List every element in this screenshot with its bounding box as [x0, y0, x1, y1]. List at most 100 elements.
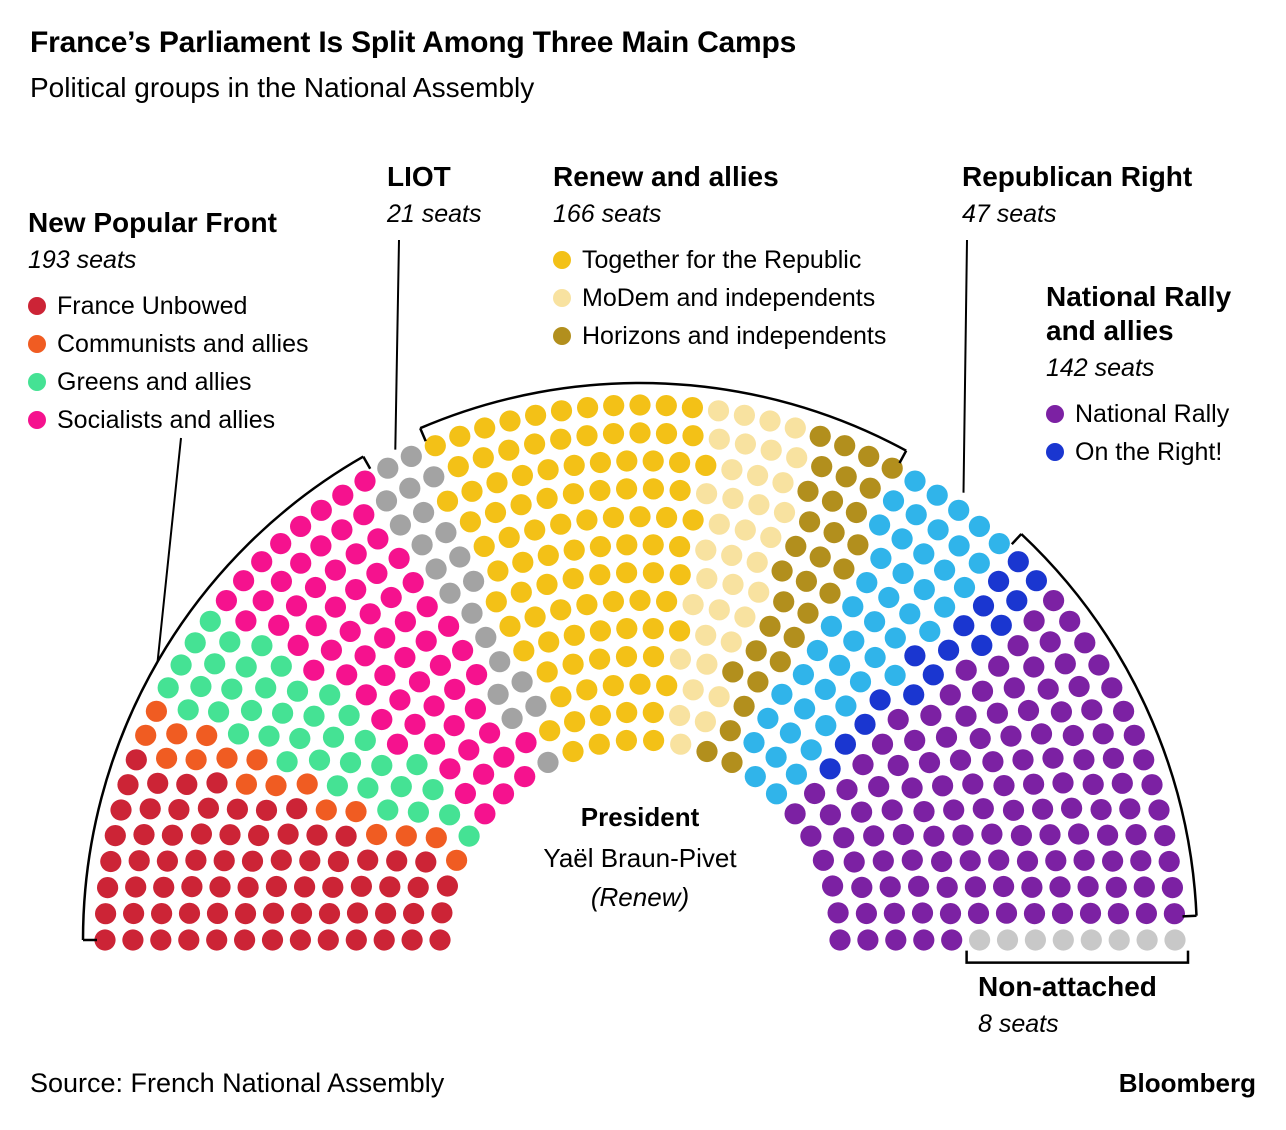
- seat-dot: [772, 472, 794, 494]
- seat-dot: [969, 727, 991, 750]
- seat-dot: [190, 823, 212, 845]
- seat-dot: [178, 902, 201, 924]
- seat-dot: [375, 490, 398, 512]
- group-seat-count: 166 seats: [553, 200, 662, 228]
- seat-dot: [642, 701, 664, 724]
- legend-label: On the Right!: [1075, 437, 1223, 466]
- seat-dot: [252, 590, 274, 612]
- seat-dot: [834, 733, 857, 755]
- chart-subtitle: Political groups in the National Assembl…: [30, 72, 535, 103]
- seat-dot: [642, 618, 664, 640]
- legend-item-greens: Greens and allies: [28, 363, 309, 401]
- seat-dot: [901, 777, 923, 799]
- seat-dot: [227, 723, 250, 745]
- seat-dot: [891, 528, 913, 550]
- seat-dot: [1092, 723, 1114, 745]
- seat-dot: [475, 626, 497, 649]
- seat-dot: [1079, 902, 1102, 924]
- seat-dot: [458, 739, 480, 761]
- seat-dot: [464, 698, 486, 720]
- seat-dot: [746, 551, 768, 573]
- seat-dot: [1039, 824, 1061, 846]
- legend-national-rally: National Rally On the Right!: [1046, 395, 1261, 471]
- seat-dot: [324, 596, 346, 618]
- seat-dot: [988, 570, 1010, 593]
- seat-dot: [642, 450, 664, 472]
- seat-dot: [869, 514, 891, 536]
- seat-dot: [884, 664, 906, 687]
- seat-dot: [769, 651, 791, 673]
- seat-dot: [934, 559, 956, 581]
- seat-dot: [367, 528, 389, 550]
- seat-dot: [603, 395, 625, 417]
- seat-dot: [696, 653, 718, 675]
- seat-dot: [1049, 876, 1071, 898]
- seat-dot: [408, 671, 431, 693]
- president-party: (Renew): [590, 882, 690, 912]
- seat-dot: [299, 850, 321, 872]
- seat-dot: [669, 564, 691, 586]
- seat-dot: [882, 490, 905, 512]
- seat-dot: [765, 746, 787, 768]
- seat-dot: [525, 404, 547, 426]
- seat-dot: [436, 875, 458, 897]
- seat-dot: [1082, 773, 1104, 796]
- group-name: Non-attached: [978, 971, 1157, 1002]
- seat-dot: [1073, 849, 1095, 871]
- seat-dot: [923, 825, 945, 847]
- seat-dot: [721, 751, 743, 774]
- seat-dot: [982, 751, 1004, 773]
- seat-dot: [206, 902, 229, 925]
- group-seat-count: 142 seats: [1046, 354, 1155, 382]
- seat-dot: [100, 850, 122, 873]
- seat-dot: [209, 876, 231, 898]
- group-label-new-popular-front: New Popular Front 193 seats France Unbow…: [28, 206, 309, 439]
- seat-dot: [563, 454, 585, 476]
- seat-dot: [431, 902, 453, 924]
- seat-dot: [785, 535, 807, 558]
- seat-dot: [221, 678, 243, 700]
- seat-dot: [435, 522, 457, 544]
- seat-dot: [616, 701, 638, 724]
- seat-dot: [829, 654, 851, 676]
- seat-dot: [357, 777, 379, 799]
- seat-dot: [783, 626, 805, 649]
- seat-dot: [536, 661, 558, 683]
- group-seat-count: 47 seats: [962, 200, 1057, 228]
- seat-dot: [394, 646, 416, 669]
- seat-dot: [722, 573, 744, 596]
- seat-dot: [856, 572, 878, 594]
- group-label-non-attached: Non-attached 8 seats: [978, 970, 1157, 1039]
- seat-dot: [919, 620, 941, 643]
- seat-dot: [1148, 799, 1170, 821]
- seat-dot: [696, 568, 718, 590]
- seat-dot: [616, 450, 638, 472]
- seat-dot: [415, 851, 437, 873]
- seat-dot: [911, 902, 934, 924]
- seat-dot: [439, 582, 461, 604]
- seat-dot: [219, 631, 241, 653]
- seat-dot: [1164, 929, 1186, 951]
- seat-dot: [355, 684, 377, 706]
- seat-dot: [1043, 590, 1065, 612]
- seat-dot: [797, 480, 819, 502]
- seat-dot: [773, 501, 796, 524]
- legend-dot-modem: [553, 289, 571, 307]
- seat-dot: [682, 679, 704, 701]
- seat-dot: [681, 397, 704, 419]
- seat-dot: [538, 631, 560, 653]
- seat-dot: [694, 711, 717, 733]
- seat-dot: [938, 639, 960, 661]
- seat-dot: [487, 560, 509, 582]
- seat-dot: [908, 875, 930, 897]
- seat-dot: [147, 772, 169, 794]
- seat-dot: [993, 875, 1015, 898]
- seat-dot: [576, 425, 598, 447]
- seat-dot: [811, 456, 833, 478]
- seat-dot: [276, 751, 298, 773]
- seat-dot: [904, 645, 926, 667]
- seat-dot: [310, 499, 332, 521]
- seat-dot: [1161, 877, 1183, 899]
- seat-dot: [156, 747, 178, 769]
- seat-dot: [1042, 747, 1064, 769]
